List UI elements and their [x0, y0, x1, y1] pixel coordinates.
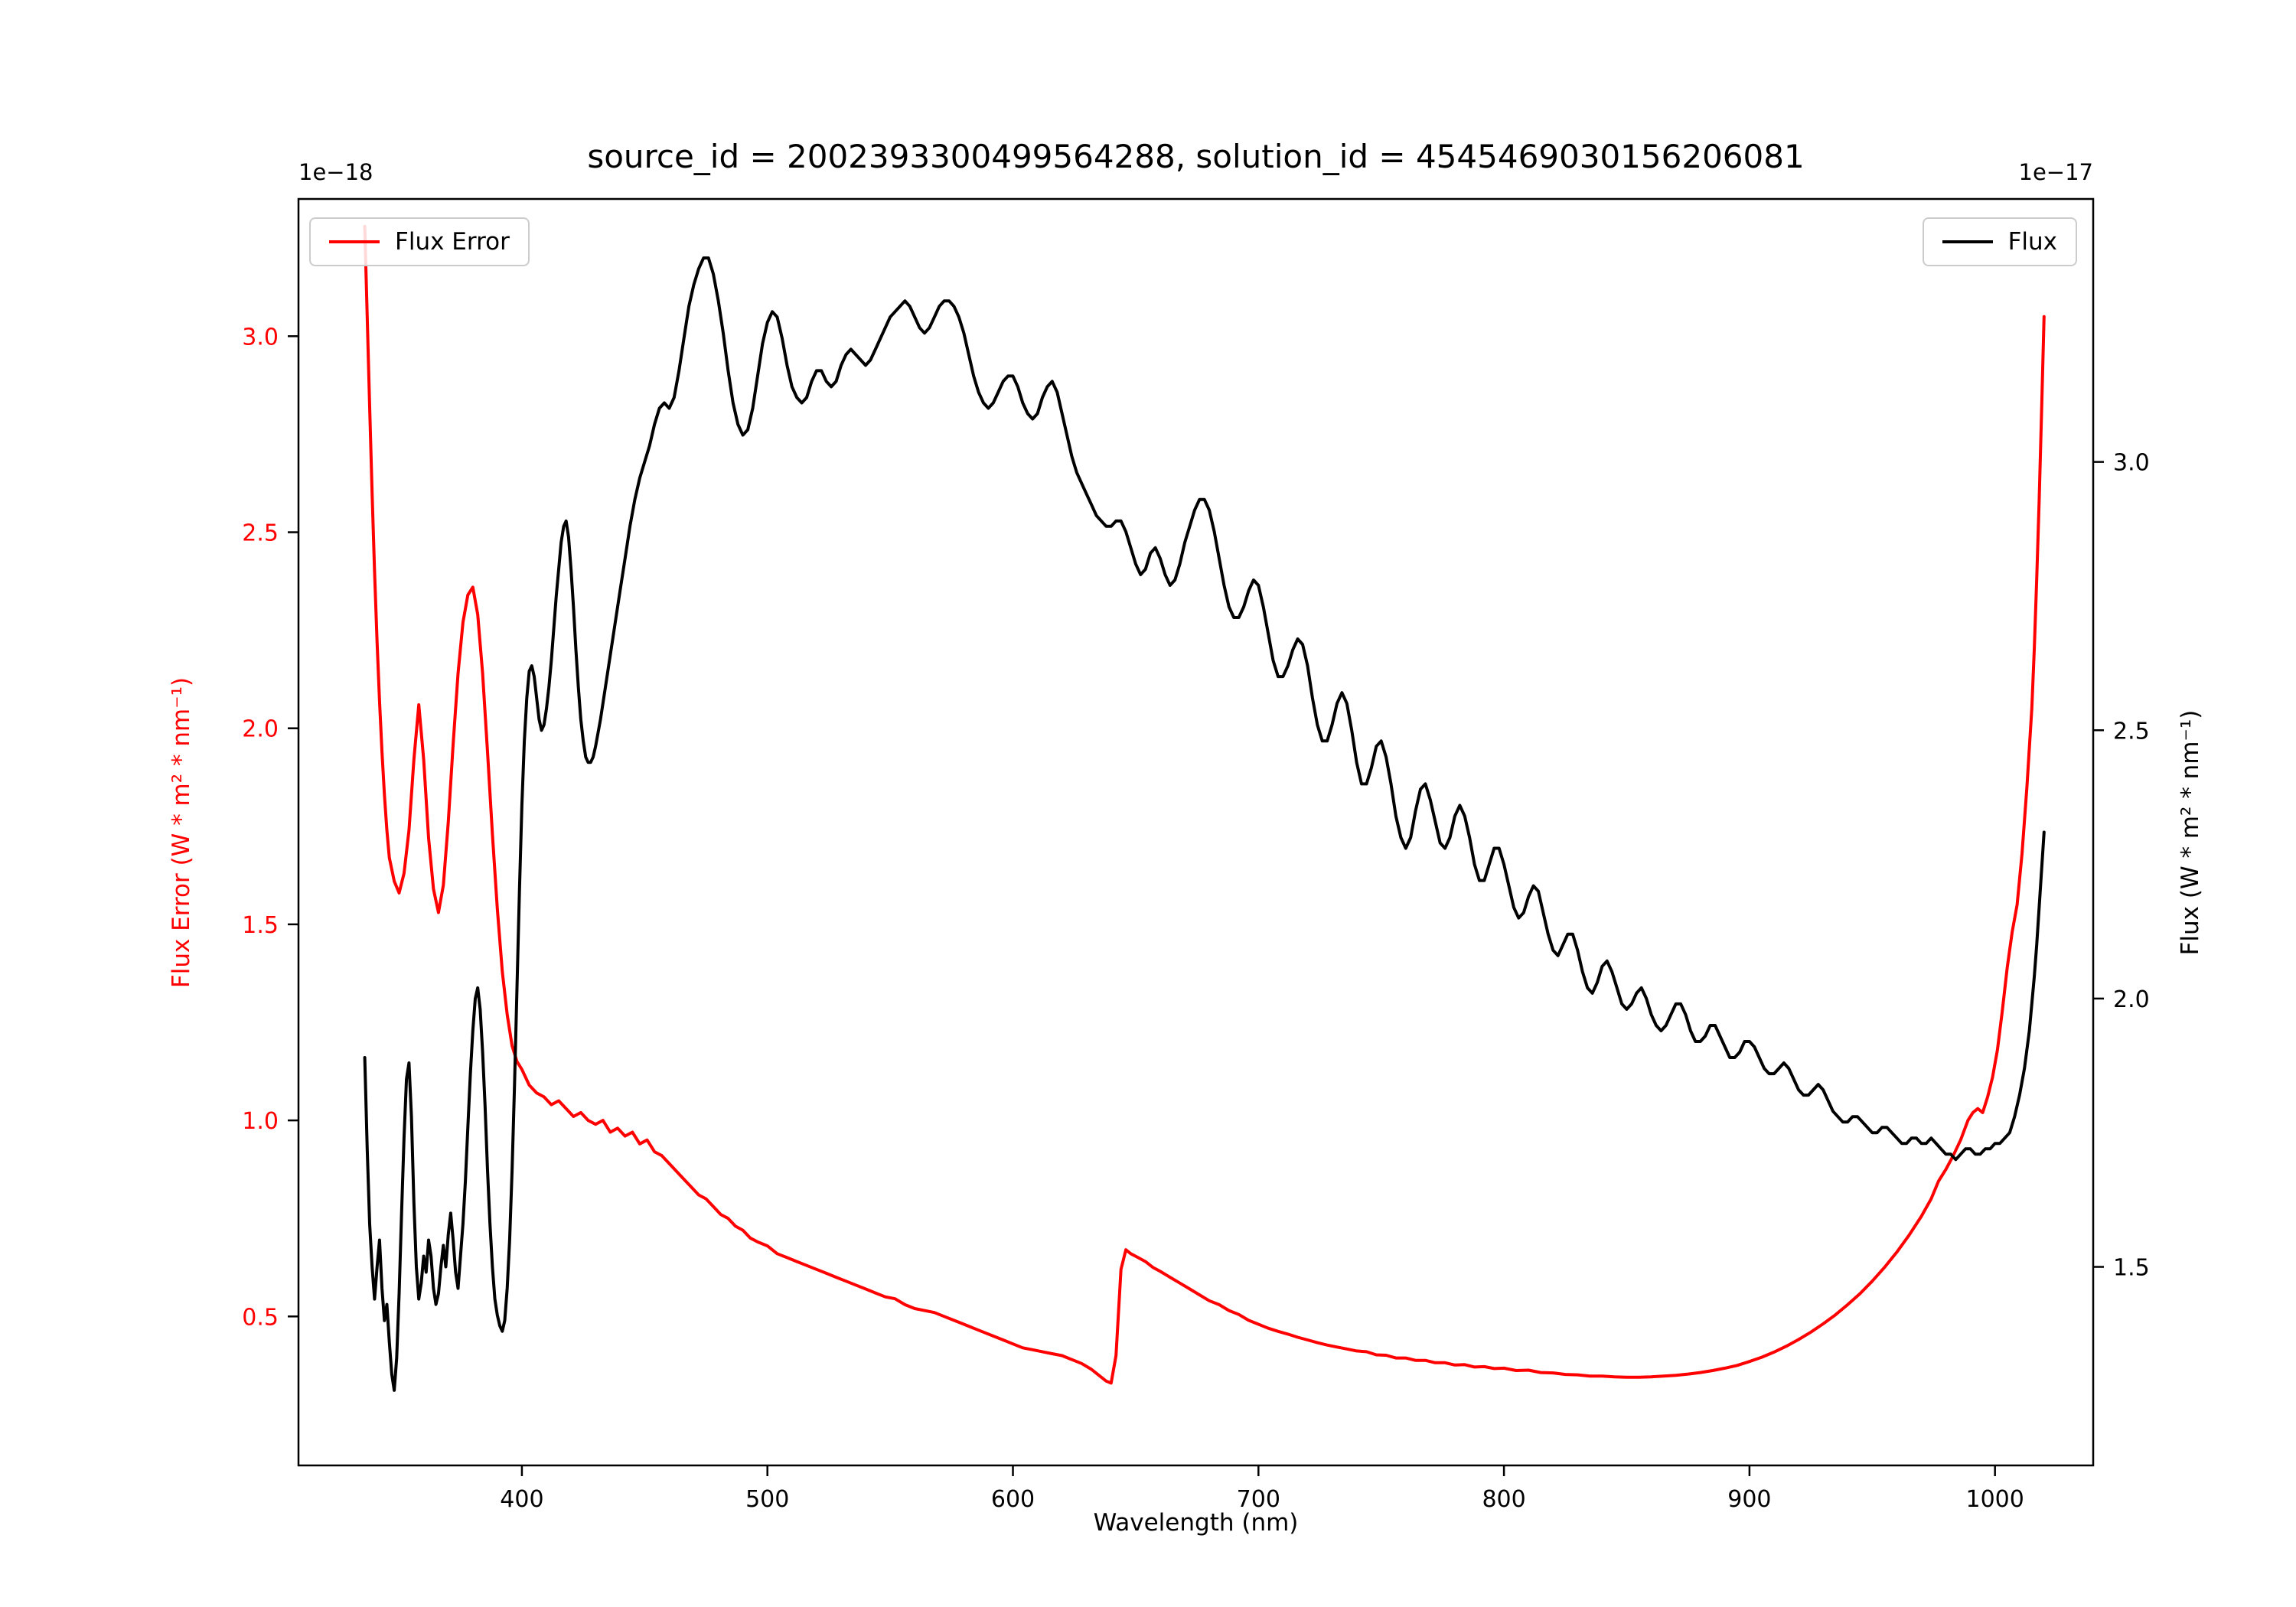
legend-flux: Flux	[1922, 217, 2077, 266]
right-y-tick-label: 1.5	[2113, 1255, 2150, 1282]
flux-error-legend-label: Flux Error	[395, 228, 510, 256]
x-tick-label: 700	[1237, 1486, 1280, 1513]
flux-error-legend-line-icon	[329, 240, 380, 243]
legend-flux-error: Flux Error	[309, 217, 530, 266]
x-axis-label: Wavelength (nm)	[1093, 1509, 1299, 1537]
x-tick-label: 800	[1482, 1486, 1525, 1513]
flux-error-curve	[363, 224, 2046, 1385]
x-tick-label: 1000	[1966, 1486, 2024, 1513]
left-y-tick-label: 2.5	[242, 520, 279, 547]
right-y-tick-label: 2.0	[2113, 986, 2150, 1013]
left-axis-offset-text: 1e−18	[298, 159, 373, 185]
chart-title: source_id = 2002393300499564288, solutio…	[587, 138, 1805, 175]
x-tick-label: 600	[991, 1486, 1035, 1513]
left-y-tick-label: 1.0	[242, 1108, 279, 1135]
flux-legend-line-icon	[1942, 240, 1993, 243]
x-tick-label: 500	[745, 1486, 789, 1513]
left-y-tick-label: 3.0	[242, 324, 279, 350]
axes-frame	[297, 197, 2095, 1467]
x-tick-label: 400	[500, 1486, 543, 1513]
flux-legend-label: Flux	[2007, 228, 2057, 256]
right-y-tick-label: 3.0	[2113, 450, 2150, 477]
x-tick-label: 900	[1727, 1486, 1771, 1513]
right-axis-offset-text: 1e−17	[2018, 159, 2094, 185]
right-y-tick-label: 2.5	[2113, 718, 2150, 745]
flux-curve	[363, 256, 2046, 1392]
left-y-tick-label: 2.0	[242, 716, 279, 743]
left-y-tick-label: 0.5	[242, 1304, 279, 1331]
left-y-tick-label: 1.5	[242, 912, 279, 939]
